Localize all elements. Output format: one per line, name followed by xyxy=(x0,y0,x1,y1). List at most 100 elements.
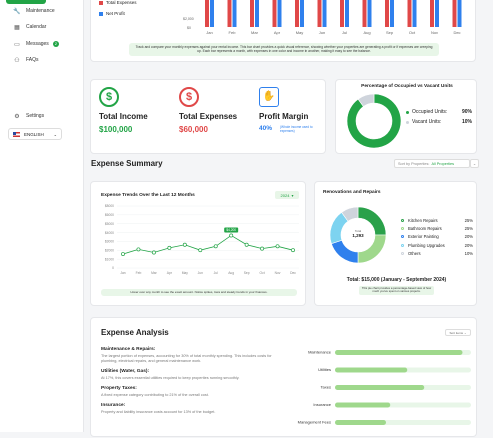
analysis-sort-select[interactable]: Sort items ⌄ xyxy=(445,329,471,336)
expense-trend-card: Expense Trends Over the Last 12 Months 2… xyxy=(90,181,306,306)
renovation-slice xyxy=(357,234,387,264)
income-value: $100,000 xyxy=(99,125,133,134)
analysis-bar xyxy=(335,367,408,373)
chart-info-note: Track and compare your monthly expenses … xyxy=(129,43,439,56)
trend-point xyxy=(275,244,280,249)
occupied-legend: Occupied Units: 90% xyxy=(406,109,472,115)
renovations-donut xyxy=(329,206,387,264)
legend-label: Others xyxy=(408,251,421,257)
legend-dot xyxy=(406,120,409,124)
expense-bar xyxy=(430,0,434,27)
bar-label: Management Fees xyxy=(298,420,331,425)
year-value: 2024 xyxy=(280,192,290,198)
x-tick-label: Jul xyxy=(214,271,218,275)
analysis-item-desc: A fixed expense category contributing to… xyxy=(101,393,209,397)
y-tick-label: $1000 xyxy=(105,257,114,261)
renovations-title: Renovations and Repairs xyxy=(323,190,381,195)
bar-label: Utilities xyxy=(318,367,331,372)
analysis-item-title: Insurance: xyxy=(101,403,126,408)
expense-bar xyxy=(452,0,457,27)
language-select[interactable]: ENGLISH ⌄ xyxy=(8,128,62,140)
legend-label: Vacant Units: xyxy=(412,119,442,125)
x-tick-label: Feb xyxy=(136,271,142,275)
profit-bar xyxy=(277,0,282,27)
sidebar-item-faqs[interactable]: ⚇ FAQs xyxy=(0,54,84,66)
expense-bar xyxy=(317,0,322,27)
analysis-bar xyxy=(335,385,425,390)
x-tick-label: Jun xyxy=(198,271,203,275)
legend-row: Kitchen Repairs 25% xyxy=(401,216,473,224)
y-tick-label: $5000 xyxy=(105,222,114,226)
expense-bar xyxy=(227,0,232,27)
analysis-item-title: Property Taxes: xyxy=(101,386,137,391)
profit-bar xyxy=(367,0,372,27)
margin-label: Profit Margin xyxy=(259,112,309,121)
legend-value: 90% xyxy=(461,109,472,115)
legend-swatch xyxy=(99,11,103,16)
x-tick-label: Jun xyxy=(319,30,325,35)
sidebar-item-settings[interactable]: ⚙ Settings xyxy=(0,110,84,122)
bar-label: Maintenance xyxy=(308,350,332,355)
y-tick-label: $8000 xyxy=(105,204,114,208)
trend-point xyxy=(213,244,218,249)
profit-bar xyxy=(345,0,349,27)
x-tick-label: Dec xyxy=(453,30,460,35)
sort-properties-select[interactable]: Sort by Properties: All Properties xyxy=(394,159,470,168)
sidebar-item-label: Settings xyxy=(26,113,45,119)
vacant-legend: Vacant Units: 10% xyxy=(406,119,472,125)
sidebar-item-label: Calendar xyxy=(26,24,47,30)
profit-bar xyxy=(255,0,259,27)
trend-point xyxy=(229,233,234,238)
sidebar-item-calendar[interactable]: ▦ Calendar xyxy=(0,21,84,33)
legend-label: Exterior Painting xyxy=(408,234,439,240)
profit-bar xyxy=(322,0,327,27)
sidebar-item-messages[interactable]: ▭ Messages 2 xyxy=(0,38,84,50)
x-tick-label: May xyxy=(296,30,304,35)
expense-bar xyxy=(340,0,344,27)
trend-point xyxy=(291,248,295,253)
expense-bar xyxy=(407,0,412,27)
legend-dot xyxy=(401,243,404,247)
legend-dot xyxy=(401,227,404,231)
expenses-label: Total Expenses xyxy=(179,112,238,121)
income-label: Total Income xyxy=(99,112,148,121)
x-tick-label: Aug xyxy=(363,30,370,35)
expense-bar xyxy=(272,0,277,27)
legend-row: Others 10% xyxy=(401,250,473,258)
profit-bar xyxy=(232,0,237,27)
analysis-descriptions: Maintenance & Repairs: The largest portio… xyxy=(101,347,281,420)
x-tick-label: Jan xyxy=(206,30,212,35)
sort-value: All Properties xyxy=(431,161,455,166)
expenses-value: $60,000 xyxy=(179,125,208,134)
profit-bar xyxy=(412,0,417,27)
trend-note: Hover over any month to see the exact am… xyxy=(101,289,297,296)
analysis-item-title: Maintenance & Repairs: xyxy=(101,347,156,352)
occupancy-donut xyxy=(346,93,402,149)
y-tick-label: $3000 xyxy=(105,240,114,244)
expense-bar xyxy=(205,0,209,27)
legend-swatch xyxy=(99,0,103,5)
x-tick-label: Oct xyxy=(409,30,416,35)
legend-value: 25% xyxy=(464,217,473,223)
analysis-bar-chart: Maintenance Utilities Taxes Insurance Manage… xyxy=(298,350,471,425)
active-nav-highlight xyxy=(6,0,46,4)
legend-dot xyxy=(401,235,404,239)
sort-label: Sort by Properties: xyxy=(398,161,430,166)
tooltip-box xyxy=(224,227,239,233)
legend-value: 10% xyxy=(464,251,473,257)
renovations-total: Total: $15,000 (January - September 2024… xyxy=(346,277,447,283)
sidebar-item-maintenance[interactable]: 🔧 Maintenance xyxy=(0,5,84,17)
trend-point xyxy=(121,252,125,257)
expense-bar xyxy=(250,0,254,27)
sort-label: Sort items xyxy=(449,330,463,335)
occupancy-slice xyxy=(357,93,375,107)
messages-count-badge: 2 xyxy=(52,41,60,47)
analysis-item-desc: Property and liability insurance costs a… xyxy=(101,410,216,414)
trend-point xyxy=(167,245,172,250)
sidebar-item-label: FAQs xyxy=(26,57,39,63)
year-select[interactable]: 2024 ▾ xyxy=(275,191,299,199)
expense-bar xyxy=(295,0,299,27)
trend-point xyxy=(182,242,187,247)
chevron-down-icon[interactable]: ⌄ xyxy=(470,159,479,168)
expense-bar xyxy=(385,0,389,27)
